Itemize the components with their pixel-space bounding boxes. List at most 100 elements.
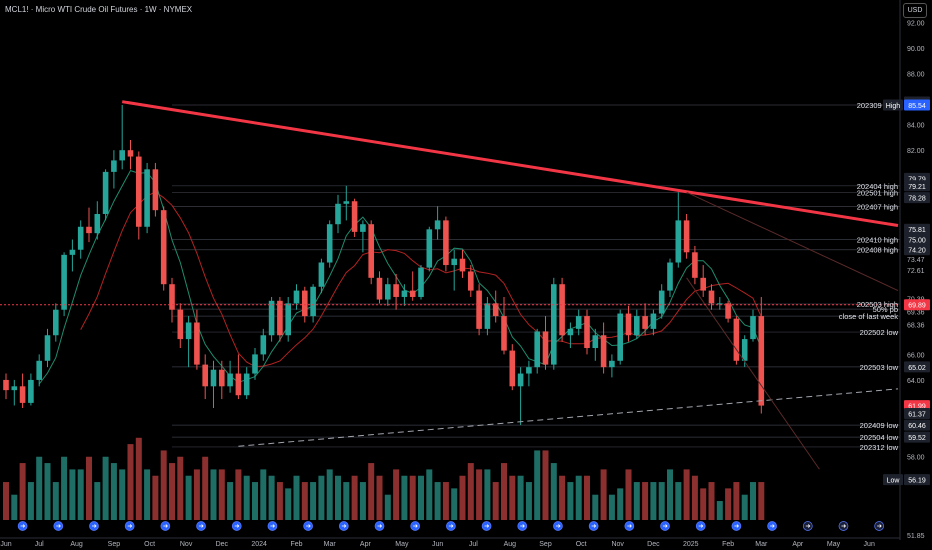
price-badge bbox=[904, 474, 930, 486]
candle-body bbox=[94, 214, 101, 234]
price-badge-label: 75.81 bbox=[908, 227, 926, 234]
price-badge-label: 65.02 bbox=[908, 365, 926, 372]
time-tick-label: Dec bbox=[216, 541, 229, 548]
candle-body bbox=[434, 220, 441, 230]
event-marker-icon[interactable] bbox=[588, 521, 599, 531]
volume-bar bbox=[642, 482, 649, 520]
volume-bar bbox=[434, 482, 441, 520]
price-badge bbox=[904, 361, 930, 373]
volume-bar bbox=[218, 469, 225, 520]
candle-body bbox=[252, 354, 258, 374]
candle-body bbox=[409, 290, 416, 297]
support-trendline bbox=[238, 388, 899, 447]
volume-bar bbox=[542, 450, 549, 520]
volume-bar bbox=[725, 488, 732, 520]
channel-line bbox=[686, 277, 820, 470]
event-marker-icon[interactable] bbox=[802, 521, 813, 531]
volume-bar bbox=[193, 469, 200, 520]
volume-bar bbox=[467, 463, 474, 520]
event-marker-icon[interactable] bbox=[267, 521, 278, 531]
currency-button[interactable]: USD bbox=[903, 3, 927, 18]
event-marker-icon[interactable] bbox=[374, 521, 385, 531]
event-marker-icon[interactable] bbox=[53, 521, 64, 531]
candle-body bbox=[111, 160, 117, 172]
volume-bar bbox=[177, 456, 184, 520]
event-marker-icon[interactable] bbox=[767, 521, 777, 531]
volume-bar bbox=[144, 469, 151, 520]
volume-bar bbox=[384, 494, 391, 520]
candle-body bbox=[401, 290, 408, 297]
candle-body bbox=[476, 290, 482, 329]
volume-bar bbox=[758, 482, 765, 520]
candle-body bbox=[418, 267, 424, 297]
candle-body bbox=[517, 373, 524, 387]
event-marker-icon[interactable] bbox=[874, 521, 885, 531]
event-marker-icon[interactable] bbox=[89, 521, 99, 531]
event-marker-icon[interactable] bbox=[624, 521, 635, 531]
candle-body bbox=[733, 318, 740, 361]
event-marker-icon[interactable] bbox=[338, 521, 349, 531]
event-marker-icon[interactable] bbox=[17, 521, 28, 531]
candle-body bbox=[634, 316, 640, 336]
volume-bar bbox=[285, 488, 292, 520]
volume-bar bbox=[501, 463, 507, 520]
candle-body bbox=[102, 171, 109, 215]
volume-bar bbox=[608, 494, 615, 520]
candle-body bbox=[725, 303, 731, 319]
candle-body bbox=[335, 203, 341, 225]
volume-bar bbox=[318, 475, 325, 520]
candle-body bbox=[69, 249, 76, 255]
candle-body bbox=[268, 300, 275, 336]
candle-body bbox=[600, 335, 607, 368]
price-tick-label: 73.47 bbox=[907, 257, 925, 264]
event-marker-icon[interactable] bbox=[196, 521, 206, 531]
event-marker-icon[interactable] bbox=[160, 521, 171, 531]
event-marker-icon[interactable] bbox=[660, 521, 670, 531]
event-marker-icon[interactable] bbox=[303, 521, 313, 531]
volume-bar bbox=[600, 469, 607, 520]
event-marker-icon[interactable] bbox=[553, 521, 563, 531]
event-marker-icon[interactable] bbox=[695, 521, 706, 531]
level-label: close of last week bbox=[839, 312, 898, 321]
time-tick-label: Mar bbox=[755, 541, 768, 548]
volume-bar bbox=[733, 482, 740, 520]
volume-bar bbox=[700, 488, 707, 520]
volume-bar bbox=[44, 463, 51, 520]
volume-bar bbox=[418, 475, 424, 520]
volume-bar bbox=[509, 475, 516, 520]
event-marker-icon[interactable] bbox=[481, 521, 492, 531]
candle-body bbox=[318, 262, 325, 287]
candle-body bbox=[326, 224, 333, 263]
candle-body bbox=[119, 150, 125, 161]
event-marker-icon[interactable] bbox=[838, 521, 849, 531]
volume-bar bbox=[169, 463, 175, 520]
candle-body bbox=[526, 367, 532, 374]
candle-body bbox=[86, 226, 92, 234]
volume-bar bbox=[94, 482, 101, 520]
volume-bar bbox=[442, 482, 449, 520]
volume-bar bbox=[625, 469, 632, 520]
price-tick-label: 69.36 bbox=[907, 310, 925, 317]
event-marker-icon[interactable] bbox=[124, 521, 135, 531]
volume-bar bbox=[658, 482, 665, 520]
candle-body bbox=[559, 284, 565, 336]
candle-body bbox=[177, 309, 184, 340]
event-marker-icon[interactable] bbox=[731, 521, 742, 531]
candle-body bbox=[717, 303, 723, 305]
candle-body bbox=[451, 258, 457, 266]
event-marker-icon[interactable] bbox=[446, 521, 456, 531]
price-badge-label: 78.28 bbox=[908, 196, 926, 203]
event-marker-icon[interactable] bbox=[517, 521, 528, 531]
time-tick-label: Jun bbox=[864, 541, 875, 548]
candle-body bbox=[575, 316, 582, 329]
candle-body bbox=[260, 335, 267, 355]
volume-bar bbox=[393, 469, 400, 520]
event-marker-icon[interactable] bbox=[410, 521, 421, 531]
channel-line bbox=[686, 191, 899, 292]
event-marker-icon[interactable] bbox=[231, 521, 242, 531]
candle-body bbox=[443, 220, 449, 266]
volume-bar bbox=[476, 469, 483, 520]
candle-body bbox=[235, 373, 242, 396]
time-tick-label: Oct bbox=[144, 541, 155, 548]
